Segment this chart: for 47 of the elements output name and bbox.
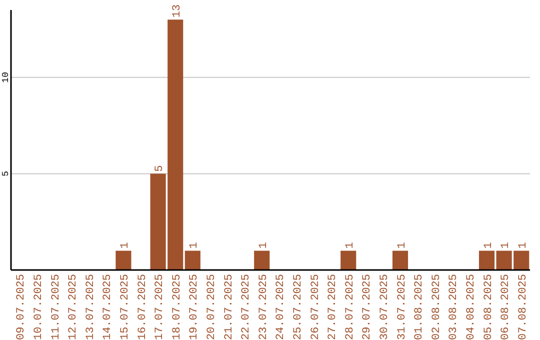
- y-tick-label: 10: [1, 72, 11, 83]
- x-tick-label: 27.07.2025: [327, 274, 340, 340]
- x-tick-label: 28.07.2025: [344, 274, 356, 340]
- data-label: 1: [258, 242, 270, 249]
- data-label: 1: [344, 242, 356, 249]
- data-label: 1: [500, 242, 512, 249]
- x-tick-label: 09.07.2025: [16, 274, 28, 340]
- x-tick-label: 21.07.2025: [223, 274, 236, 340]
- x-tick-label: 25.07.2025: [292, 274, 304, 340]
- data-label: 1: [517, 242, 530, 249]
- x-tick-label: 05.08.2025: [482, 274, 495, 340]
- x-tick-label: 07.08.2025: [517, 274, 530, 340]
- x-tick-label: 17.07.2025: [154, 274, 166, 340]
- data-label: 1: [482, 242, 495, 249]
- x-tick-label: 26.07.2025: [310, 274, 322, 340]
- x-tick-label: 11.07.2025: [50, 274, 62, 340]
- x-tick-label: 23.07.2025: [258, 274, 270, 340]
- x-tick-label: 29.07.2025: [362, 274, 374, 340]
- bar: [254, 250, 270, 270]
- x-tick-label: 20.07.2025: [206, 274, 218, 340]
- x-tick-label: 06.08.2025: [500, 274, 512, 340]
- bar: [116, 250, 132, 270]
- x-tick-label: 13.07.2025: [84, 274, 97, 340]
- x-tick-label: 14.07.2025: [102, 274, 114, 340]
- x-tick-label: 15.07.2025: [119, 274, 132, 340]
- x-tick-label: 16.07.2025: [136, 274, 149, 340]
- x-tick-label: 30.07.2025: [378, 274, 391, 340]
- x-tick-label: 02.08.2025: [430, 274, 443, 340]
- x-tick-label: 12.07.2025: [68, 274, 80, 340]
- bar: [392, 250, 408, 270]
- x-tick-label: 19.07.2025: [188, 274, 201, 340]
- x-tick-label: 18.07.2025: [171, 274, 184, 340]
- data-label: 5: [154, 165, 166, 172]
- bar: [478, 250, 495, 270]
- data-label: 13: [171, 4, 184, 18]
- x-tick-label: 31.07.2025: [396, 274, 408, 340]
- data-label: 1: [396, 242, 408, 249]
- data-label: 1: [188, 242, 201, 249]
- x-tick-label: 10.07.2025: [32, 274, 45, 340]
- x-tick-label: 01.08.2025: [414, 274, 426, 340]
- x-tick-label: 04.08.2025: [465, 274, 478, 340]
- x-tick-label: 03.08.2025: [448, 274, 460, 340]
- x-tick-label: 22.07.2025: [240, 274, 253, 340]
- bar: [340, 250, 356, 270]
- bar: [184, 250, 200, 270]
- data-label: 1: [119, 242, 132, 249]
- x-tick-label: 24.07.2025: [275, 274, 288, 340]
